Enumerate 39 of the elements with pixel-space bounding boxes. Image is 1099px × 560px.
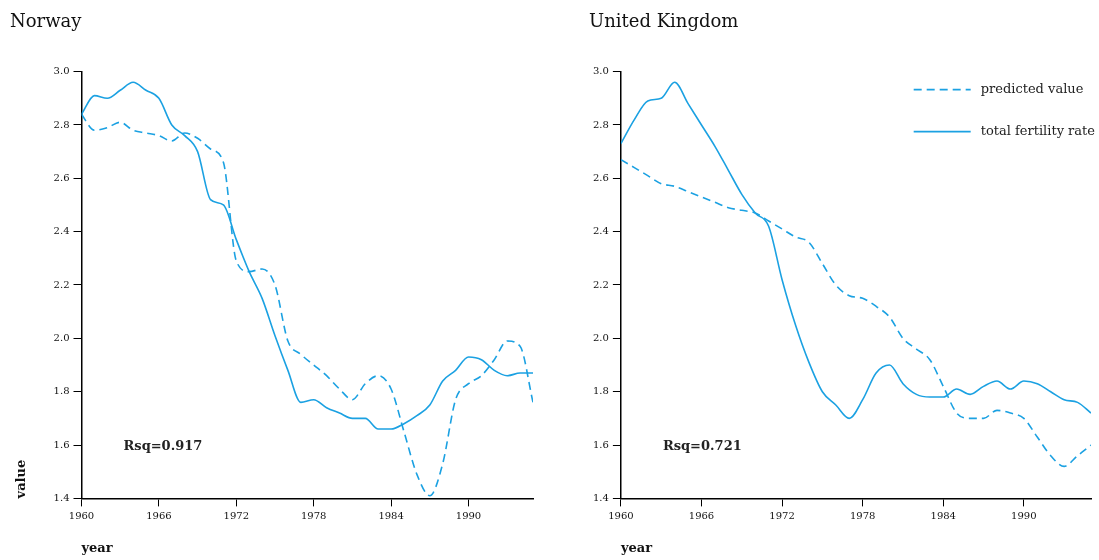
annotation: Rsq=0.721: [662, 437, 742, 453]
x-tick-label: 1966: [146, 509, 172, 521]
x-tick-label: 1990: [455, 509, 482, 521]
y-tick-label: 2.2: [53, 278, 70, 290]
y-tick-label: 2.0: [53, 331, 70, 343]
y-tick-label: 1.8: [53, 385, 70, 397]
x-tick-label: 1960: [68, 509, 95, 521]
y-tick-label: 2.4: [53, 225, 70, 237]
y-tick-label: 1.4: [593, 491, 609, 503]
y-tick-label: 2.2: [593, 278, 609, 290]
legend-label: predicted value: [980, 80, 1084, 96]
y-tick-label: 3.0: [53, 65, 70, 77]
annotation: Rsq=0.917: [123, 437, 203, 453]
x-tick-label: 1972: [223, 509, 250, 521]
y-tick-label: 1.8: [593, 385, 609, 397]
y-tick-label: 2.6: [53, 171, 70, 183]
x-tick-label: 1972: [769, 509, 795, 521]
chart-title: United Kingdom: [589, 10, 739, 32]
x-axis-title: year: [80, 539, 113, 555]
chart-title: Norway: [10, 10, 83, 32]
legend-label: total fertility rate: [980, 122, 1096, 138]
x-tick-label: 1978: [300, 509, 327, 521]
x-axis-title: year: [619, 539, 653, 555]
y-tick-label: 2.6: [593, 171, 609, 183]
x-tick-label: 1984: [930, 509, 956, 521]
y-tick-label: 2.0: [593, 331, 609, 343]
y-tick-label: 3.0: [593, 65, 609, 77]
x-tick-label: 1978: [849, 509, 876, 521]
y-tick-label: 1.6: [593, 438, 609, 450]
y-tick-label: 2.4: [593, 225, 609, 237]
y-axis-title: value: [13, 459, 29, 500]
y-tick-label: 2.8: [593, 118, 609, 130]
y-tick-label: 2.8: [53, 118, 70, 130]
y-tick-label: 1.6: [53, 438, 70, 450]
x-tick-label: 1966: [688, 509, 715, 521]
x-tick-label: 1960: [608, 509, 634, 521]
x-tick-label: 1984: [378, 509, 404, 521]
y-tick-label: 1.4: [53, 491, 70, 503]
x-tick-label: 1990: [1011, 509, 1037, 521]
